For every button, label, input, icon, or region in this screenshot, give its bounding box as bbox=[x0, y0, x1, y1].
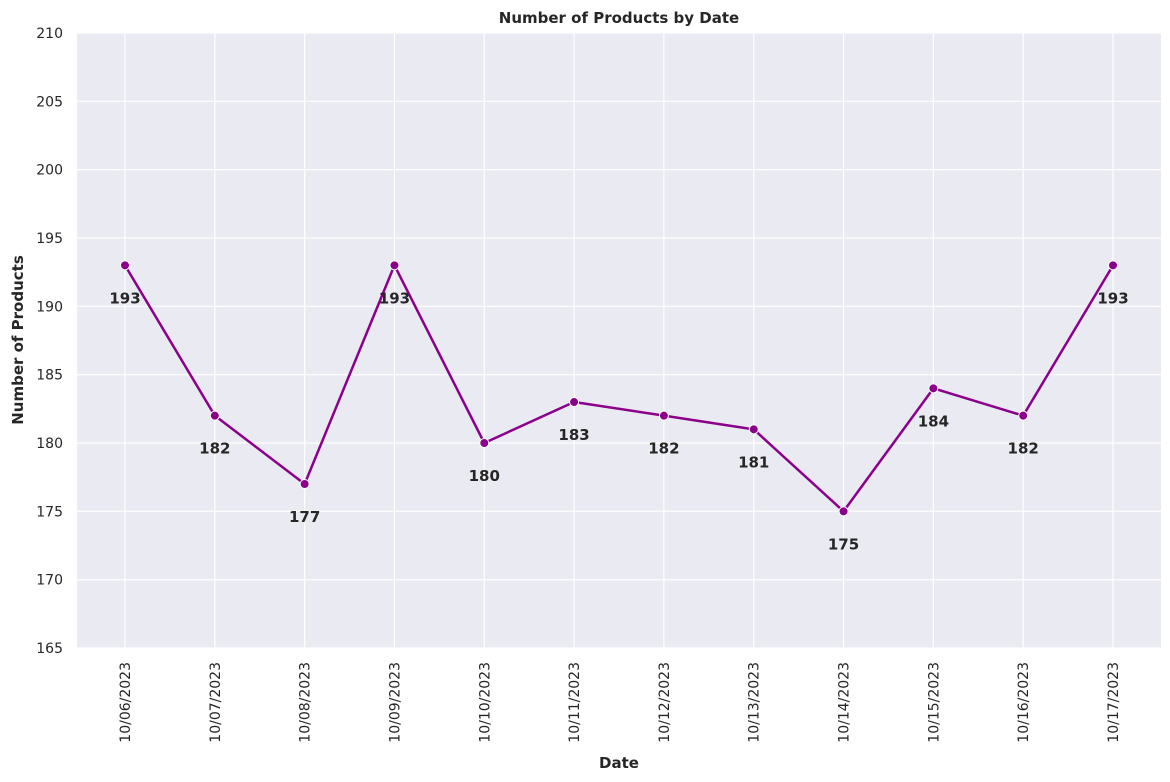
data-label: 175 bbox=[828, 535, 859, 553]
y-tick-label: 205 bbox=[36, 94, 63, 110]
x-tick-label: 10/17/2023 bbox=[1106, 662, 1122, 743]
x-tick-label: 10/13/2023 bbox=[747, 662, 763, 743]
data-label: 184 bbox=[918, 412, 949, 430]
data-point bbox=[569, 397, 580, 407]
data-point bbox=[838, 506, 849, 517]
series-line bbox=[120, 260, 1118, 517]
data-point bbox=[748, 424, 759, 435]
data-label: 177 bbox=[289, 508, 320, 526]
y-tick-label: 170 bbox=[36, 573, 63, 589]
x-tick-label: 10/16/2023 bbox=[1016, 662, 1032, 743]
plot-area bbox=[77, 33, 1161, 648]
data-point bbox=[1018, 410, 1029, 421]
data-point bbox=[928, 383, 939, 394]
y-tick-label: 175 bbox=[36, 504, 63, 520]
data-point bbox=[1108, 260, 1118, 271]
x-tick-label: 10/14/2023 bbox=[837, 662, 853, 743]
data-label: 182 bbox=[648, 440, 679, 458]
data-labels: 193 182 177 193 180 183 182 181 175 184 182 193 bbox=[109, 289, 1128, 553]
y-axis-label: Number of Products bbox=[9, 255, 27, 425]
x-tick-label: 10/10/2023 bbox=[477, 662, 493, 743]
y-tick-label: 195 bbox=[36, 231, 63, 247]
data-label: 183 bbox=[558, 426, 589, 444]
x-tick-label: 10/12/2023 bbox=[657, 662, 673, 743]
y-tick-label: 190 bbox=[36, 299, 63, 315]
grid-lines bbox=[77, 32, 1161, 649]
data-label: 193 bbox=[109, 289, 140, 307]
y-tick-label: 210 bbox=[36, 26, 63, 42]
data-label: 180 bbox=[469, 467, 500, 485]
series-line-path bbox=[123, 264, 1115, 513]
x-tick-label: 10/15/2023 bbox=[926, 662, 942, 743]
data-point bbox=[389, 260, 400, 271]
x-tick-label: 10/08/2023 bbox=[298, 662, 314, 743]
chart-title: Number of Products by Date bbox=[499, 9, 739, 27]
data-point bbox=[209, 410, 220, 421]
x-tick-label: 10/07/2023 bbox=[208, 662, 224, 743]
data-label: 182 bbox=[1008, 440, 1039, 458]
data-point bbox=[299, 479, 310, 489]
data-label: 193 bbox=[1097, 289, 1128, 307]
data-point bbox=[120, 260, 130, 271]
y-axis-ticks: 165 170 175 180 185 190 195 200 205 210 bbox=[36, 26, 63, 657]
x-tick-label: 10/06/2023 bbox=[118, 662, 134, 743]
data-label: 182 bbox=[199, 440, 230, 458]
x-tick-label: 10/09/2023 bbox=[387, 662, 403, 743]
y-tick-label: 185 bbox=[36, 368, 63, 384]
x-axis-label: Date bbox=[599, 754, 639, 772]
x-tick-label: 10/11/2023 bbox=[567, 662, 583, 743]
data-label: 193 bbox=[379, 289, 410, 307]
data-label: 181 bbox=[738, 453, 769, 471]
y-tick-label: 165 bbox=[36, 641, 63, 657]
y-tick-label: 200 bbox=[36, 163, 63, 179]
data-point bbox=[479, 438, 490, 448]
x-axis-ticks: 10/06/2023 10/07/2023 10/08/2023 10/09/2023… bbox=[118, 662, 1122, 743]
data-point bbox=[658, 410, 669, 421]
y-tick-label: 180 bbox=[36, 436, 63, 452]
